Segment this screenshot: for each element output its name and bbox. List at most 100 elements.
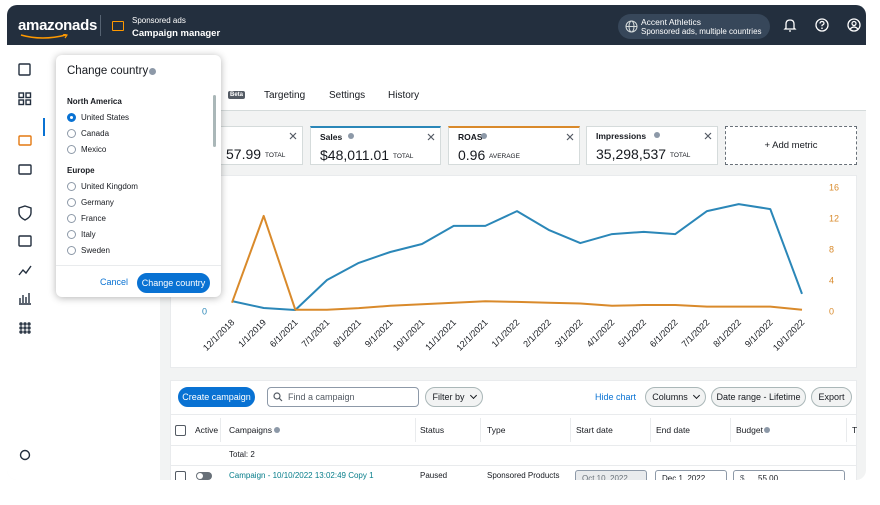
column-header[interactable]: Active <box>195 425 219 435</box>
radio-button[interactable] <box>67 246 76 255</box>
hide-chart-link[interactable]: Hide chart <box>595 392 637 402</box>
nav-icon[interactable] <box>19 322 31 334</box>
nav-icon[interactable] <box>18 164 32 175</box>
budget-input[interactable]: $55.00 <box>733 470 845 480</box>
info-icon[interactable] <box>654 132 660 138</box>
app-content: amazonads Sponsored ads Campaign manager… <box>7 5 866 480</box>
country-option[interactable]: United Kingdom <box>81 182 138 191</box>
divider <box>56 265 221 266</box>
page-name: Campaign manager <box>132 28 221 39</box>
country-option[interactable]: United States <box>81 113 130 122</box>
radio-button[interactable] <box>67 113 76 122</box>
columns-label: Columns <box>652 392 688 402</box>
nav-icon[interactable] <box>19 449 31 461</box>
create-campaign-button[interactable]: Create campaign <box>178 387 255 407</box>
country-option[interactable]: Italy <box>81 230 96 239</box>
budget-value: 55.00 <box>758 474 779 481</box>
remove-metric[interactable] <box>289 132 297 140</box>
nav-icon[interactable] <box>18 205 32 221</box>
column-header[interactable]: Status <box>420 425 445 435</box>
series-line <box>231 203 803 311</box>
row-checkbox[interactable] <box>175 471 186 480</box>
filter-button[interactable]: Filter by <box>425 387 483 407</box>
metric-label: Sales <box>320 132 343 142</box>
globe-icon <box>625 20 638 33</box>
info-icon[interactable] <box>481 133 487 139</box>
column-header[interactable]: Budget <box>736 425 763 435</box>
country-option[interactable]: Sweden <box>81 246 110 255</box>
y2-tick-label: 4 <box>829 275 834 285</box>
y-tick-label: 0 <box>202 306 207 316</box>
radio-button[interactable] <box>67 214 76 223</box>
profile-icon[interactable] <box>847 18 861 32</box>
country-option[interactable]: Mexico <box>81 145 107 154</box>
metric-label: Impressions <box>596 131 647 141</box>
budget-currency: $ <box>740 474 745 481</box>
logo[interactable]: amazonads <box>18 17 97 34</box>
nav-icon[interactable] <box>18 265 32 276</box>
nav-icon[interactable] <box>18 135 32 146</box>
info-icon[interactable] <box>348 133 354 139</box>
campaign-table: Active Campaigns Status Type Start date End d… <box>7 5 866 480</box>
top-bar: amazonads Sponsored ads Campaign manager… <box>7 5 866 45</box>
column-header[interactable]: End date <box>656 425 691 435</box>
columns-button[interactable]: Columns <box>645 387 706 407</box>
table-border <box>170 445 857 446</box>
column-header[interactable]: Type <box>487 425 506 435</box>
campaign-name[interactable]: Campaign - 10/10/2022 13:02:49 Copy 1 <box>229 471 374 480</box>
select-all-checkbox[interactable] <box>175 425 186 436</box>
tab-bar <box>160 45 866 111</box>
nav-icon[interactable] <box>18 235 32 247</box>
add-metric[interactable]: + Add metric <box>725 126 857 165</box>
metric-card[interactable]: ROAS 0.96 AVERAGE <box>448 126 580 165</box>
confirm-button[interactable]: Change country <box>137 273 210 293</box>
info-icon[interactable] <box>274 427 280 433</box>
tab[interactable]: Settings <box>329 90 366 101</box>
group-heading: Europe <box>67 166 95 175</box>
info-icon[interactable] <box>149 68 156 75</box>
y2-tick-label: 8 <box>829 244 834 254</box>
help-icon[interactable] <box>815 18 829 32</box>
active-toggle[interactable] <box>196 472 212 480</box>
info-icon[interactable] <box>764 427 770 433</box>
column-header[interactable]: Campaigns <box>229 425 272 435</box>
end-date-input[interactable]: Dec 1, 2022 <box>655 470 727 480</box>
radio-button[interactable] <box>67 230 76 239</box>
nav-icon[interactable] <box>19 293 31 305</box>
sidebar-icons <box>18 63 45 461</box>
nav-icon[interactable] <box>18 92 32 106</box>
radio-button[interactable] <box>67 198 76 207</box>
remove-metric[interactable] <box>427 133 435 141</box>
export-button[interactable]: Export <box>811 387 852 407</box>
cancel-button[interactable]: Cancel <box>100 277 129 287</box>
remove-metric[interactable] <box>704 132 712 140</box>
country-option[interactable]: Canada <box>81 129 110 138</box>
country-option[interactable]: Germany <box>81 198 114 207</box>
account-switcher[interactable]: Accent Athletics Sponsored ads, multiple… <box>618 14 770 39</box>
chart-card <box>170 175 857 368</box>
metric-card[interactable]: Sales $48,011.01 TOTAL <box>310 126 441 165</box>
tab[interactable]: History <box>388 90 420 101</box>
account-name: Accent Athletics <box>641 17 702 27</box>
date-range-button[interactable]: Date range - Lifetime <box>711 387 806 407</box>
metric-card[interactable]: Impressions 35,298,537 TOTAL <box>586 126 718 165</box>
radio-button[interactable] <box>67 182 76 191</box>
country-option[interactable]: France <box>81 214 106 223</box>
radio-button[interactable] <box>67 145 76 154</box>
metric-value: 0.96 <box>458 147 486 163</box>
metric-value: $48,011.01 <box>320 147 390 163</box>
column-header[interactable]: Start date <box>576 425 613 435</box>
column-header[interactable]: T <box>852 425 858 435</box>
active-indicator <box>43 118 45 136</box>
search-box[interactable]: Find a campaign <box>267 387 419 407</box>
radio-button[interactable] <box>67 129 76 138</box>
add-metric-label: + Add metric <box>764 139 818 151</box>
tab[interactable]: Targeting <box>264 90 306 101</box>
nav-icon[interactable] <box>18 63 31 76</box>
remove-metric[interactable] <box>566 133 574 141</box>
column-separator <box>730 418 731 442</box>
campaign-type: Sponsored Products <box>487 471 560 480</box>
notifications-icon[interactable] <box>783 18 797 32</box>
